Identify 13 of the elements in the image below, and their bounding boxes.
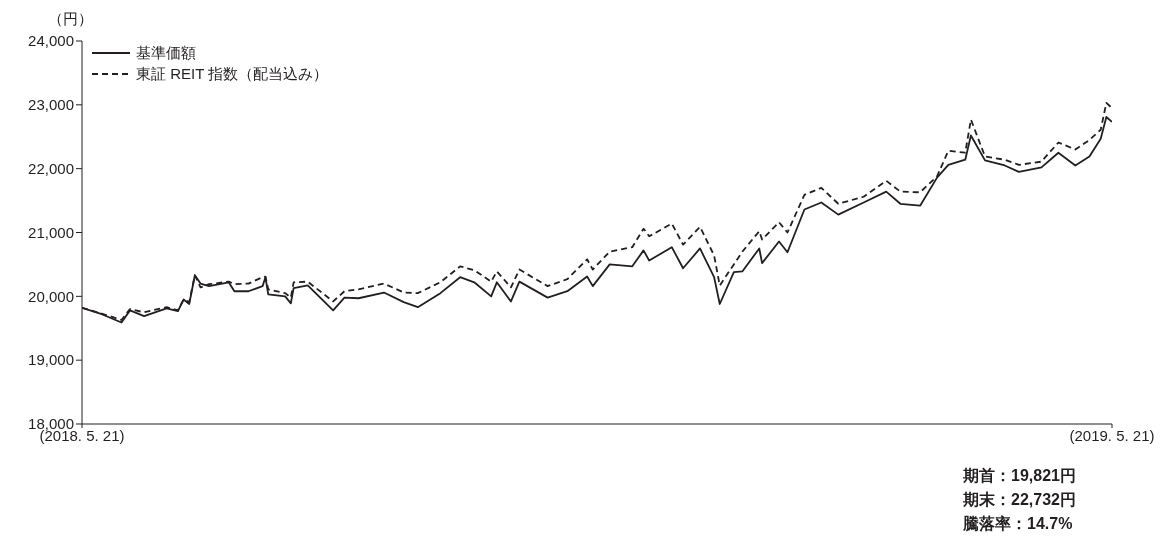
y-axis-title: （円） [48,10,93,29]
legend-label: 基準価額 [136,43,196,63]
y-tick-label: 22,000 [28,159,74,177]
y-tick-label: 19,000 [28,351,74,369]
y-tick-label: 23,000 [28,96,74,114]
text: 期首：19,821円 [963,466,1077,486]
y-tick-label: 21,000 [28,223,74,241]
x-tick-label: (2019. 5. 21) [1069,426,1155,444]
text: 騰落率：14.7% [963,514,1074,534]
text: 期末：22,732円 [963,490,1077,510]
y-tick-label: 24,000 [28,32,74,50]
legend-label: 東証 REIT 指数（配当込み） [136,64,329,84]
y-tick-label: 20,000 [28,287,74,305]
